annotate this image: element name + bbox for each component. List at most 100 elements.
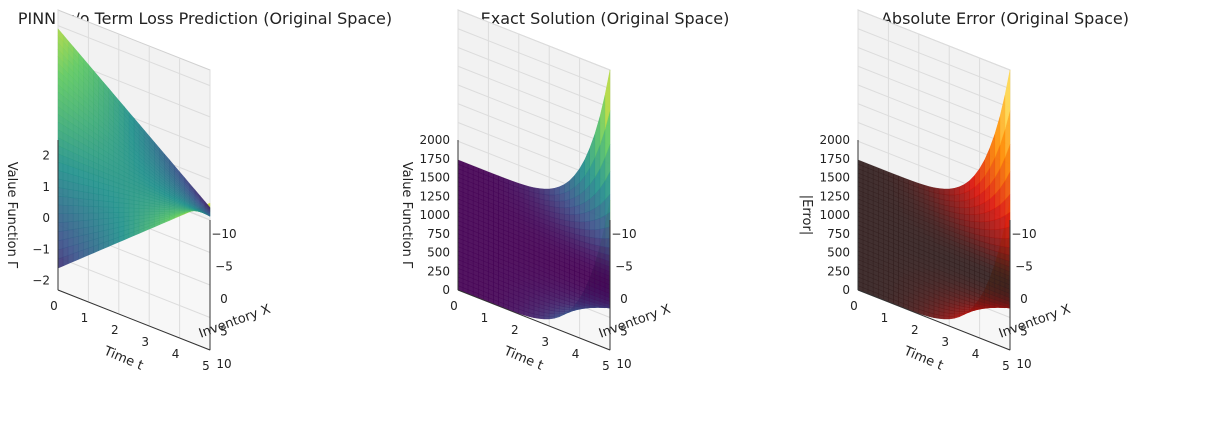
z-tick-label: 2 xyxy=(42,149,50,163)
surface-patch xyxy=(549,316,554,319)
surface-patch xyxy=(1000,238,1005,247)
surface-patch xyxy=(590,220,595,230)
surface-patch xyxy=(559,208,564,215)
surface-patch xyxy=(149,209,154,212)
surface-patch xyxy=(119,208,124,213)
surface-patch xyxy=(63,205,68,214)
surface-patch xyxy=(585,230,590,238)
surface-patch xyxy=(534,188,539,194)
x-tick-label: 10 xyxy=(1016,357,1031,371)
surface-patch xyxy=(959,201,964,208)
surface-patch xyxy=(83,213,88,220)
surface-patch xyxy=(964,214,969,221)
surface-patch xyxy=(78,191,83,199)
surface-patch xyxy=(134,216,139,220)
panel2-title: Exact Solution (Original Space) xyxy=(481,9,730,28)
t-tick-label: 1 xyxy=(481,311,489,325)
surface-patch xyxy=(605,238,610,247)
surface-patch xyxy=(554,201,559,207)
surface-patch xyxy=(129,216,134,221)
surface-patch xyxy=(995,229,1000,238)
surface-patch xyxy=(954,207,959,214)
surface-patch xyxy=(94,226,99,233)
t-tick-label: 1 xyxy=(81,311,89,325)
surface-patch xyxy=(99,194,104,201)
surface-patch xyxy=(580,213,585,222)
surface-patch xyxy=(559,201,564,208)
surface-patch xyxy=(104,207,109,213)
surface-patch xyxy=(970,207,975,215)
surface-patch xyxy=(970,221,975,228)
surface-patch xyxy=(78,206,83,214)
surface-patch xyxy=(94,200,99,207)
t-tick-label: 3 xyxy=(141,335,149,349)
surface-patch xyxy=(975,214,980,222)
surface-patch xyxy=(68,221,73,230)
surface-patch xyxy=(68,214,73,222)
surface-patch xyxy=(980,213,985,222)
surface-patch xyxy=(549,195,554,201)
surface-patch xyxy=(109,202,114,208)
surface-patch xyxy=(995,245,1000,253)
z-tick-label: 1000 xyxy=(419,208,450,222)
surface-patch xyxy=(139,208,144,212)
surface-patch xyxy=(985,236,990,243)
z-tick-label: 0 xyxy=(842,283,850,297)
surface-patch xyxy=(134,208,139,212)
surface-patch xyxy=(949,201,954,207)
t-axis-label: Time t xyxy=(101,343,146,373)
x-tick-label: 10 xyxy=(216,357,231,371)
z-tick-label: 0 xyxy=(442,283,450,297)
surface-patch xyxy=(990,230,995,238)
x-tick-label: 10 xyxy=(616,357,631,371)
surface-patch xyxy=(88,206,93,213)
x-tick-label: −10 xyxy=(211,227,236,241)
surface-patch xyxy=(63,239,68,249)
surface-patch xyxy=(975,222,980,229)
t-tick-label: 3 xyxy=(541,335,549,349)
surface-patch xyxy=(544,189,549,195)
panel3-plot: 012345−10−505100250500750100012501500175… xyxy=(799,10,1073,374)
z-tick-label: 250 xyxy=(827,264,850,278)
z-axis-label: |Error| xyxy=(799,195,814,235)
surface-patch xyxy=(119,203,124,208)
surface-patch xyxy=(980,229,985,236)
surface-patch xyxy=(68,237,73,247)
surface-patch xyxy=(129,208,134,212)
surface-patch xyxy=(939,189,944,195)
z-tick-label: 1750 xyxy=(419,152,450,166)
surface-patch xyxy=(559,214,564,221)
surface-patch xyxy=(149,212,154,215)
surface-patch xyxy=(68,197,73,205)
surface-patch xyxy=(68,181,73,190)
surface-patch xyxy=(944,189,949,195)
surface-patch xyxy=(88,193,93,200)
surface-patch xyxy=(78,228,83,237)
surface-patch xyxy=(554,187,559,195)
surface-patch xyxy=(73,236,78,245)
z-tick-label: −2 xyxy=(32,274,50,288)
surface-patch xyxy=(99,219,104,226)
t-tick-label: 2 xyxy=(511,323,519,337)
surface-patch xyxy=(83,199,88,206)
panel2-plot: 012345−10−505100250500750100012501500175… xyxy=(399,10,673,374)
surface-patch xyxy=(68,205,73,213)
surface-patch xyxy=(995,238,1000,246)
x-tick-label: −10 xyxy=(611,227,636,241)
surface-patch xyxy=(73,213,78,221)
surface-patch xyxy=(73,221,78,229)
surface-patch xyxy=(99,201,104,207)
surface-patch xyxy=(975,228,980,235)
surface-patch xyxy=(109,196,114,202)
surface-patch xyxy=(63,230,68,240)
x-tick-label: −5 xyxy=(1015,260,1033,274)
surface-patch xyxy=(164,211,169,213)
surface-patch xyxy=(144,215,149,219)
surface-patch xyxy=(544,195,549,201)
z-tick-label: 0 xyxy=(42,211,50,225)
surface-patch xyxy=(585,236,590,243)
surface-patch xyxy=(119,212,124,217)
surface-patch xyxy=(73,229,78,238)
